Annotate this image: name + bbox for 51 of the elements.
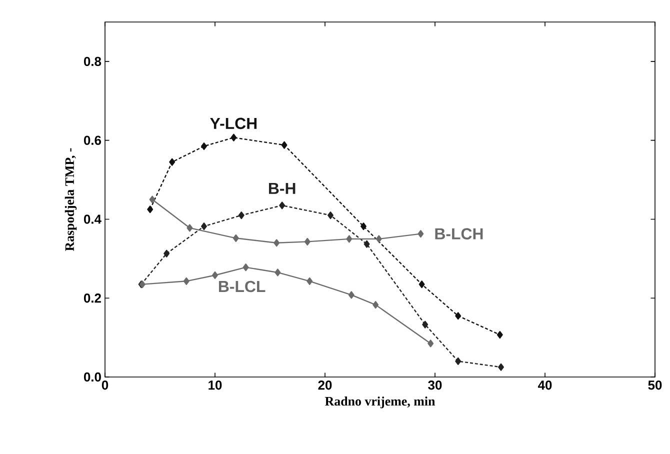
point: [360, 222, 366, 230]
point: [149, 196, 156, 204]
point: [230, 134, 237, 142]
point: [304, 238, 310, 246]
point: [372, 301, 379, 309]
point: [428, 340, 434, 348]
point: [306, 277, 313, 285]
point: [274, 268, 281, 276]
x-tick-label: 30: [428, 380, 442, 390]
x-tick-label: 20: [318, 380, 332, 390]
y-tick-label: 0.4: [84, 214, 102, 224]
point: [348, 291, 354, 299]
x-tick-label: 10: [208, 380, 222, 390]
point: [279, 202, 286, 210]
point: [232, 234, 239, 242]
x-axis-title: Radno vrijeme, min: [325, 396, 436, 408]
point: [242, 264, 249, 272]
point: [281, 141, 288, 149]
y-tick-label: 0.8: [84, 56, 102, 66]
point: [418, 280, 425, 288]
x-tick-label: 40: [538, 380, 552, 390]
x-tick-label: 50: [648, 380, 662, 390]
point: [186, 224, 193, 232]
point: [212, 271, 218, 280]
series-label: B-LCL: [218, 280, 266, 292]
point: [147, 206, 154, 214]
point: [418, 230, 424, 238]
point: [328, 211, 334, 220]
point: [364, 240, 370, 248]
point: [455, 312, 462, 320]
series-label: B-H: [268, 182, 296, 194]
point: [274, 239, 280, 247]
point: [455, 357, 462, 366]
point: [169, 158, 176, 166]
series-label: B-LCH: [435, 228, 483, 240]
x-tick-label: 0: [102, 380, 108, 390]
point: [164, 250, 170, 258]
y-axis-title: Raspodjela TMP, -: [64, 148, 77, 252]
point: [183, 277, 190, 285]
point: [201, 222, 207, 230]
point: [238, 211, 244, 220]
y-tick-label: 0.2: [84, 294, 101, 303]
point: [422, 320, 428, 328]
y-tick-label: 0.6: [84, 136, 102, 145]
y-tick-label: 0.0: [84, 372, 101, 382]
point: [376, 235, 382, 243]
point: [498, 363, 504, 371]
point: [201, 142, 207, 150]
point: [496, 331, 503, 339]
point: [346, 235, 352, 243]
series-label: Y-LCH: [210, 118, 257, 130]
